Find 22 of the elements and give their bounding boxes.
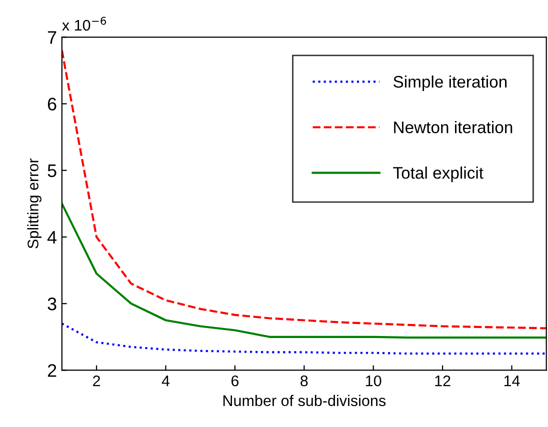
legend-label: Simple iteration xyxy=(394,75,507,92)
y-tick-label: 5 xyxy=(48,164,56,178)
text: x 10$^{−6}$ xyxy=(62,16,106,31)
y-tick-label: 7 xyxy=(48,31,56,44)
line-series xyxy=(62,202,546,339)
y-tick-label: 3 xyxy=(48,298,56,310)
y-tick-label: 4 xyxy=(47,231,57,244)
x-axis-title: Number of sub-divisions xyxy=(223,394,386,406)
x-tick-label: 10 xyxy=(366,375,382,386)
x-tick-label: 8 xyxy=(300,375,308,386)
x-tick-label: 4 xyxy=(162,376,170,386)
x-tick-label: 14 xyxy=(504,376,520,386)
x-tick-label: 6 xyxy=(231,375,239,386)
y-axis-title: Splitting error xyxy=(27,158,42,248)
legend-label: Newton iteration xyxy=(394,121,512,134)
x-tick-label: 12 xyxy=(435,375,450,386)
line-series xyxy=(62,49,546,330)
y-tick-label: 2 xyxy=(48,364,56,377)
line-series xyxy=(62,322,546,355)
x-tick-label: 2 xyxy=(93,375,100,386)
y-tick-label: 6 xyxy=(48,98,56,110)
legend-label: Total explicit xyxy=(393,166,484,182)
